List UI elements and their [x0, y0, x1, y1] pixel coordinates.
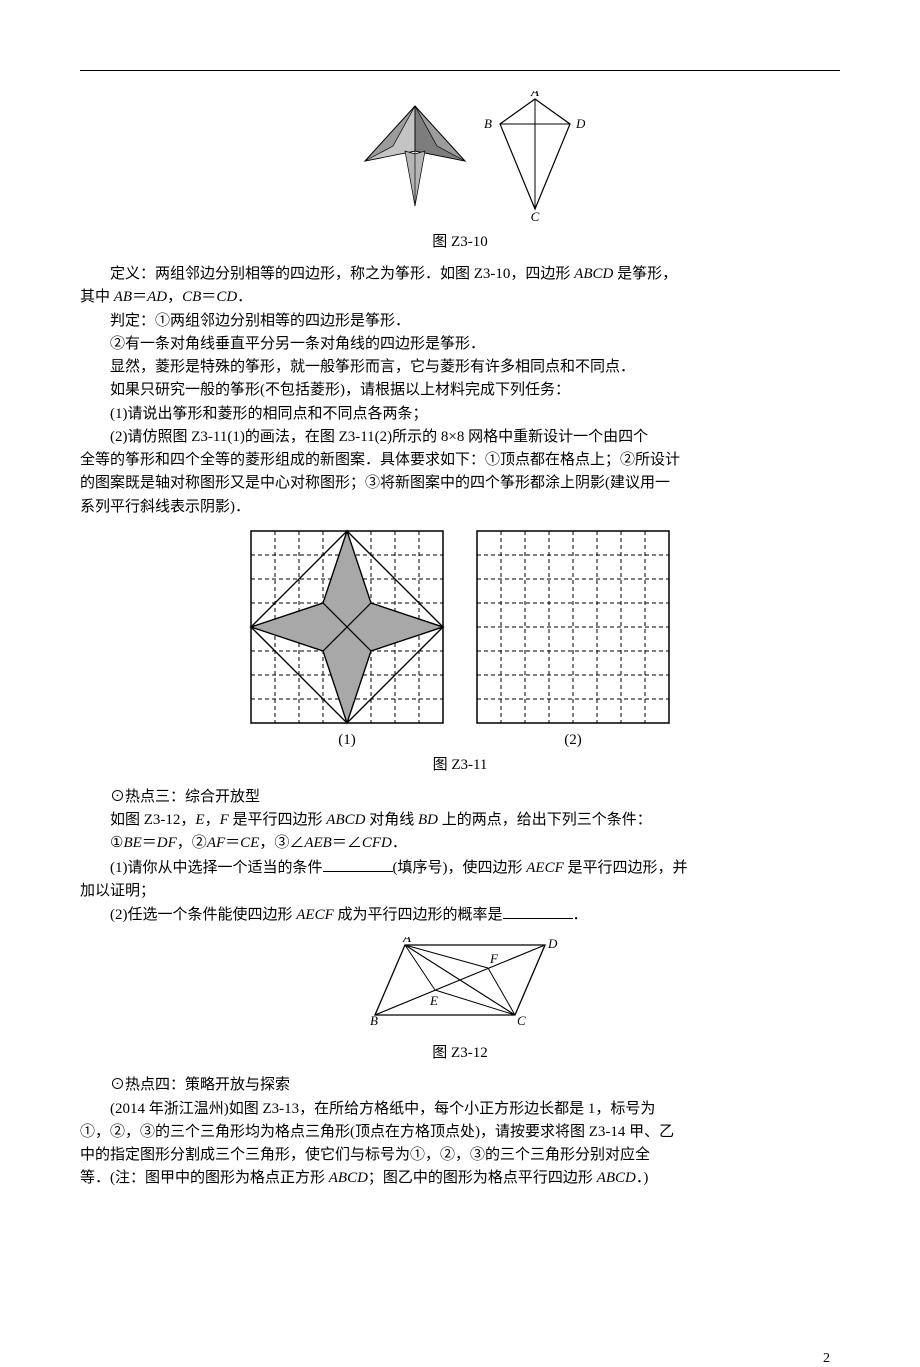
figure-z3-11-caption: 图 Z3-11 [80, 753, 840, 774]
svg-text:D: D [575, 116, 585, 131]
hotspot3-block: ⊙热点三：综合开放型 如图 Z3-12，E，F 是平行四边形 ABCD 对角线 … [80, 786, 840, 928]
svg-text:B: B [484, 116, 492, 131]
p-task: 如果只研究一般的筝形(不包括菱形)，请根据以上材料完成下列任务： [80, 379, 840, 402]
figure-z3-11: (1) [80, 529, 840, 749]
p-q1: (1)请说出筝形和菱形的相同点和不同点各两条； [80, 403, 840, 426]
p-q2a: (2)请仿照图 Z3-11(1)的画法，在图 Z3-11(2)所示的 8×8 网… [80, 426, 840, 449]
hotspot3-l3: (1)请你从中选择一个适当的条件(填序号)，使四边形 AECF 是平行四边形，并 [80, 856, 840, 880]
grid-left-wrap: (1) [249, 529, 445, 749]
blank-1[interactable] [323, 856, 393, 872]
grid-right-wrap: (2) [475, 529, 671, 749]
hotspot4-l1: (2014 年浙江温州)如图 Z3-13，在所给方格纸中，每个小正方形边长都是 … [80, 1098, 840, 1121]
p-judge1: 判定：①两组邻边分别相等的四边形是筝形． [80, 310, 840, 333]
svg-text:F: F [489, 951, 499, 966]
hotspot3-l1: 如图 Z3-12，E，F 是平行四边形 ABCD 对角线 BD 上的两点，给出下… [80, 809, 840, 832]
grid-left-label: (1) [249, 732, 445, 749]
p-obv: 显然，菱形是特殊的筝形，就一般筝形而言，它与菱形有许多相同点和不同点． [80, 356, 840, 379]
blank-2[interactable] [503, 903, 573, 919]
hotspot4-title: ⊙热点四：策略开放与探索 [80, 1074, 840, 1097]
grid-right-svg [475, 529, 671, 725]
text-block-1: 定义：两组邻边分别相等的四边形，称之为筝形．如图 Z3-10，四边形 ABCD … [80, 263, 840, 519]
kite-illustration-svg: A B D C [335, 91, 585, 221]
figure-z3-10-caption: 图 Z3-10 [80, 230, 840, 251]
svg-text:A: A [402, 937, 411, 945]
p-q2d: 系列平行斜线表示阴影)． [80, 496, 840, 519]
grid-left-svg [249, 529, 445, 725]
svg-text:B: B [370, 1013, 378, 1028]
header-rule [80, 70, 840, 71]
p-def2: 其中 AB＝AD，CB＝CD． [80, 286, 840, 309]
figure-z3-12-caption: 图 Z3-12 [80, 1041, 840, 1062]
figure-z3-12: A D B C E F [80, 937, 840, 1037]
p-q2c: 的图案既是轴对称图形又是中心对称图形；③将新图案中的四个筝形都涂上阴影(建议用一 [80, 472, 840, 495]
hotspot4-l4: 等．(注：图甲中的图形为格点正方形 ABCD；图乙中的图形为格点平行四边形 AB… [80, 1167, 840, 1190]
p-def: 定义：两组邻边分别相等的四边形，称之为筝形．如图 Z3-10，四边形 ABCD … [80, 263, 840, 286]
parallelogram-svg: A D B C E F [360, 937, 560, 1032]
grid-right-label: (2) [475, 732, 671, 749]
page-number: 2 [80, 1351, 840, 1367]
figure-z3-10: A B D C [80, 91, 840, 226]
svg-text:C: C [531, 209, 540, 221]
p-q2b: 全等的筝形和四个全等的菱形组成的新图案．具体要求如下：①顶点都在格点上；②所设计 [80, 449, 840, 472]
hotspot4-l2: ①，②，③的三个三角形均为格点三角形(顶点在方格顶点处)，请按要求将图 Z3-1… [80, 1121, 840, 1144]
hotspot4-l3: 中的指定图形分割成三个三角形，使它们与标号为①，②，③的三个三角形分别对应全 [80, 1144, 840, 1167]
svg-text:A: A [530, 91, 539, 99]
p-judge2: ②有一条对角线垂直平分另一条对角线的四边形是筝形． [80, 333, 840, 356]
hotspot3-l3b: 加以证明； [80, 880, 840, 903]
svg-text:C: C [517, 1013, 526, 1028]
hotspot3-l2: ①BE＝DF，②AF＝CE，③∠AEB＝∠CFD． [80, 832, 840, 855]
hotspot4-block: ⊙热点四：策略开放与探索 (2014 年浙江温州)如图 Z3-13，在所给方格纸… [80, 1074, 840, 1190]
hotspot3-l4: (2)任选一个条件能使四边形 AECF 成为平行四边形的概率是． [80, 903, 840, 927]
svg-text:D: D [547, 937, 558, 951]
svg-text:E: E [429, 993, 438, 1008]
hotspot3-title: ⊙热点三：综合开放型 [80, 786, 840, 809]
